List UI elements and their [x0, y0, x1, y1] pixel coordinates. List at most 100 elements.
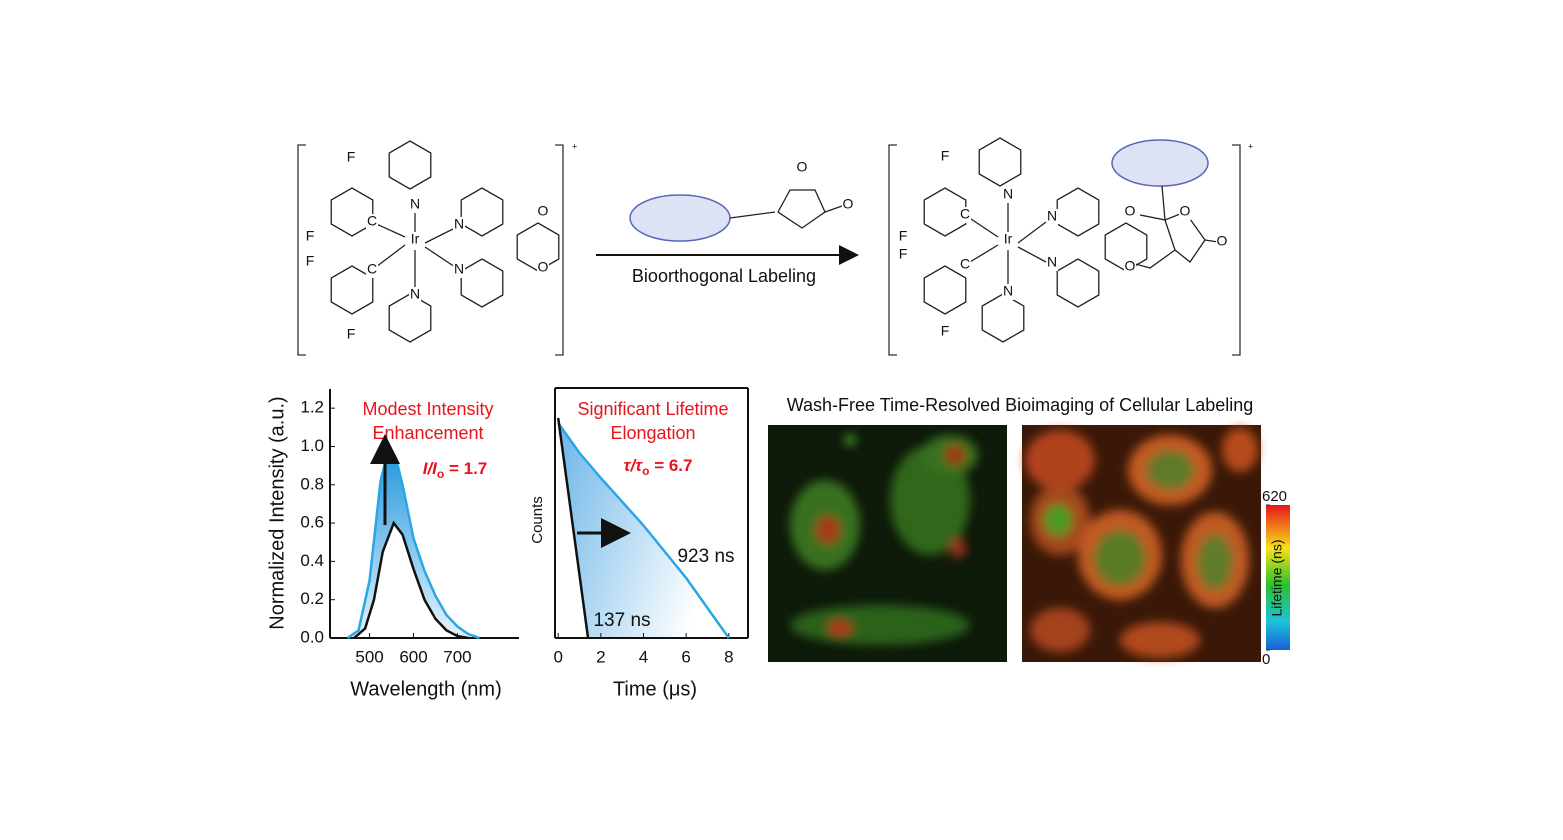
atom-label: N — [1003, 186, 1013, 202]
colorbar — [1266, 505, 1290, 650]
atom-bg — [345, 327, 357, 343]
atom-bg — [345, 150, 357, 166]
atom-label: O — [538, 259, 549, 275]
annotation: Elongation — [610, 423, 695, 443]
y-axis-label: Counts — [529, 496, 546, 544]
ring — [777, 189, 826, 229]
brackets — [297, 144, 1241, 356]
atom-bg — [1179, 204, 1191, 220]
atom-bg — [304, 254, 316, 270]
atom-label: O — [843, 196, 854, 212]
ratio-part: = 1.7 — [444, 459, 487, 478]
x-tick-label: 500 — [355, 647, 383, 666]
atom-label: F — [941, 148, 950, 164]
atom-bg — [1002, 284, 1014, 300]
micrograph-lifetime — [1022, 425, 1261, 662]
y-tick-label: 1.0 — [300, 436, 324, 455]
ring — [923, 187, 967, 237]
y-tick-label: 0.8 — [300, 474, 324, 493]
atom-label: F — [306, 253, 315, 269]
atom-label: C — [367, 261, 377, 277]
annotation-ratio: τ/τo = 6.7 — [624, 456, 693, 478]
line — [346, 443, 480, 640]
atom-bg — [409, 287, 421, 303]
ring — [1056, 258, 1100, 308]
imaging-title: Wash-Free Time-Resolved Bioimaging of Ce… — [787, 395, 1254, 415]
atom-bg — [1046, 255, 1058, 271]
y-axis-label: Normalized Intensity (a.u.) — [266, 396, 288, 629]
y-tick-label: 1.2 — [300, 398, 324, 417]
atom-label: F — [306, 228, 315, 244]
ring — [923, 265, 967, 315]
micrograph-wash-free — [768, 425, 1007, 662]
atom-label: C — [367, 213, 377, 229]
x-tick-label: 0 — [553, 647, 562, 666]
x-tick-label: 8 — [724, 647, 733, 666]
atom-label: N — [1047, 254, 1057, 270]
ring — [978, 137, 1022, 187]
x-tick-label: 700 — [443, 647, 471, 666]
series-label: 923 ns — [677, 546, 734, 567]
ring — [1056, 187, 1100, 237]
reaction-label: Bioorthogonal Labeling — [632, 266, 816, 286]
bond — [1204, 239, 1219, 243]
atom-bg — [959, 207, 971, 223]
ring — [460, 258, 504, 308]
atom-label: F — [899, 228, 908, 244]
atom-label: F — [347, 326, 356, 342]
atom-bg — [897, 229, 909, 245]
atom-label: N — [1003, 283, 1013, 299]
line — [556, 417, 590, 639]
atom-bg — [1002, 232, 1014, 248]
colorbar-tick-label: 620 — [1262, 488, 1287, 505]
atom-label: F — [347, 149, 356, 165]
atom-bg — [366, 214, 378, 230]
x-tick-label: 600 — [399, 647, 427, 666]
atom-label: Ir — [411, 231, 420, 247]
ratio-part: I/I — [423, 459, 438, 478]
atom-bg — [304, 229, 316, 245]
atom-bg — [1124, 259, 1136, 275]
y-tick-label: 0.6 — [300, 513, 324, 532]
annotation: Enhancement — [372, 423, 483, 443]
atom-label: N — [454, 216, 464, 232]
atom-bg — [453, 262, 465, 278]
colorbar-label: Lifetime (ns) — [1269, 539, 1285, 616]
atom-bg — [796, 160, 808, 176]
x-axis-label: Wavelength (nm) — [350, 678, 502, 700]
bonds — [330, 137, 1219, 343]
line — [353, 520, 469, 640]
biomolecule — [629, 194, 731, 242]
atom-bg — [897, 247, 909, 263]
atom-bg — [1002, 187, 1014, 203]
ratio-part: o — [642, 464, 649, 478]
line — [557, 422, 730, 639]
atom-label: O — [1180, 203, 1191, 219]
annotation-ratio: I/Io = 1.7 — [423, 459, 488, 481]
x-axis-label: Time (μs) — [613, 678, 697, 700]
atom-bg — [939, 324, 951, 340]
annotation: Significant Lifetime — [577, 399, 728, 419]
atom-label: N — [410, 196, 420, 212]
atom-label: O — [1125, 203, 1136, 219]
charge: + — [572, 141, 577, 151]
atom-label: F — [899, 246, 908, 262]
atom-bg — [366, 262, 378, 278]
atom-bg — [842, 197, 854, 213]
atom-label: C — [960, 206, 970, 222]
atom-bg — [1124, 204, 1136, 220]
atom-bg — [939, 149, 951, 165]
ring — [330, 187, 374, 237]
atom-bg — [959, 257, 971, 273]
atom-label: C — [960, 256, 970, 272]
atom-label: N — [410, 286, 420, 302]
atom-label: O — [1125, 258, 1136, 274]
charts: 500 600 700 0.0 0.2 0.4 0.6 0.8 1.0 1.2 Wavelength… — [266, 387, 749, 700]
y-tick-label: 0.0 — [300, 627, 324, 646]
annotation: Modest Intensity — [362, 399, 493, 419]
y-tick-label: 0.4 — [300, 551, 324, 570]
x-tick-label: 4 — [639, 647, 648, 666]
bond — [824, 205, 843, 213]
